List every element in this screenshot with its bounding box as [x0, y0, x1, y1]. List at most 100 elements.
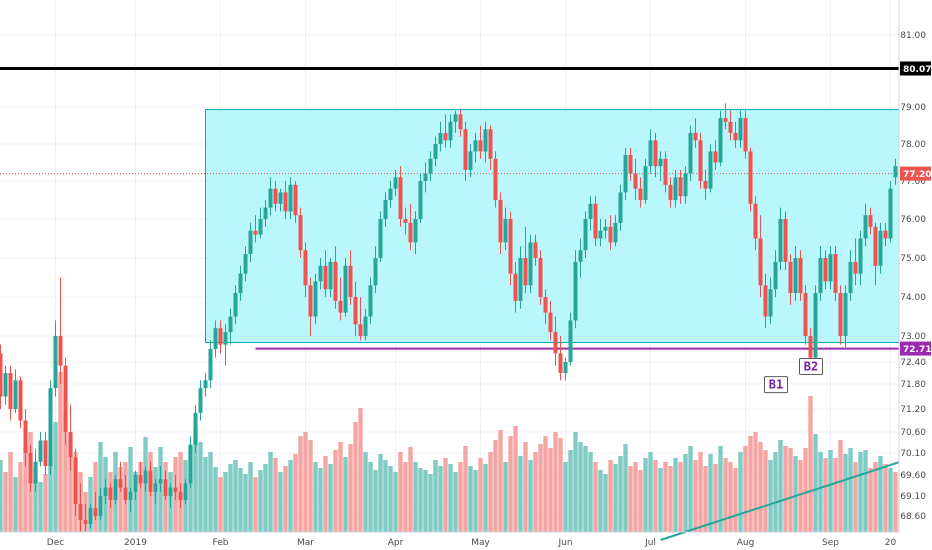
- volume-bar: [48, 457, 53, 532]
- volume-bar: [528, 460, 533, 532]
- horizontal-lines[interactable]: [0, 66, 899, 350]
- price-tag[interactable]: 72.71: [900, 341, 931, 356]
- candle: [238, 265, 243, 301]
- volume-bar: [313, 462, 318, 532]
- candle: [473, 132, 478, 163]
- candle-body: [388, 188, 393, 200]
- volume-bar: [388, 466, 393, 532]
- candle-body: [358, 324, 363, 336]
- candle-body: [648, 140, 653, 167]
- volume-bar: [793, 456, 798, 532]
- volume-bar: [593, 462, 598, 532]
- candle: [663, 151, 668, 193]
- candle: [33, 448, 38, 492]
- candle: [568, 312, 573, 366]
- volume-bar: [203, 457, 208, 532]
- candle-body: [723, 118, 728, 122]
- candle-body: [193, 412, 198, 445]
- volume-bar: [603, 474, 608, 532]
- volume-bar: [658, 468, 663, 532]
- candle-body: [163, 479, 168, 496]
- volume-bar: [478, 458, 483, 532]
- candle-body: [863, 215, 868, 239]
- trend-line[interactable]: [660, 454, 921, 541]
- candle-body: [693, 132, 698, 141]
- candle: [243, 246, 248, 282]
- candle-body: [483, 129, 488, 152]
- candle-body: [408, 222, 413, 243]
- candle: [448, 114, 453, 148]
- price-tick-label: 71.20: [900, 405, 926, 415]
- candle-body: [268, 188, 273, 208]
- candle-body: [803, 293, 808, 336]
- candle-body: [578, 250, 583, 262]
- candle-body: [458, 114, 463, 130]
- range-box-layer[interactable]: [205, 109, 900, 343]
- candle: [358, 297, 363, 341]
- price-tag[interactable]: 77.20: [900, 166, 931, 181]
- range-box[interactable]: [205, 109, 900, 343]
- candle: [883, 222, 888, 247]
- candle-body: [703, 181, 708, 189]
- candle-body: [353, 297, 358, 325]
- candle-body: [823, 258, 828, 282]
- candle: [298, 207, 303, 258]
- time-axis[interactable]: Dec 2019 Feb Mar Apr May Jun Jul Aug Sep 20: [0, 531, 899, 548]
- volume-bar: [13, 477, 18, 532]
- candle-body: [628, 155, 633, 174]
- trend-line-layer[interactable]: [660, 454, 921, 541]
- candle-body: [133, 475, 138, 492]
- candle: [388, 181, 393, 208]
- candle-body: [738, 118, 743, 141]
- volume-bar: [198, 442, 203, 532]
- candle: [838, 285, 843, 345]
- candle: [233, 285, 238, 325]
- candle: [8, 365, 13, 421]
- candle-body: [228, 316, 233, 333]
- candle-body: [423, 173, 428, 181]
- candle: [453, 110, 458, 133]
- volume-bar: [868, 468, 873, 532]
- candle-body: [533, 242, 538, 258]
- candle: [118, 461, 123, 492]
- candle: [373, 246, 378, 294]
- candle: [643, 158, 648, 204]
- price-axis[interactable]: 81.00 79.00 78.00 77.00 76.00 75.00 74.00 73.00…: [898, 0, 932, 550]
- candle: [63, 357, 68, 445]
- volume-bar: [728, 462, 733, 532]
- candle-body: [773, 261, 778, 290]
- volume-bar: [258, 470, 263, 532]
- candle-body: [188, 444, 193, 484]
- candle-body: [173, 487, 178, 492]
- price-tag[interactable]: 80.07: [900, 61, 931, 76]
- candle: [88, 504, 93, 528]
- candle: [828, 246, 833, 290]
- candle: [633, 158, 638, 200]
- candle: [138, 461, 143, 488]
- volume-bar: [883, 464, 888, 532]
- candle: [553, 316, 558, 366]
- candle-body: [13, 380, 18, 409]
- candle: [638, 177, 643, 208]
- volume-bar: [223, 472, 228, 532]
- candle-body: [498, 200, 503, 243]
- candle: [648, 129, 653, 174]
- time-tick-label: Dec: [47, 538, 64, 548]
- volume-bar: [653, 460, 658, 532]
- candle-body: [3, 373, 8, 397]
- price-tick-label: 78.00: [900, 140, 926, 150]
- candle: [148, 461, 153, 496]
- candle: [73, 448, 78, 516]
- volume-bar: [193, 427, 198, 532]
- candle: [433, 136, 438, 167]
- candle: [83, 504, 88, 532]
- candle-body: [8, 373, 13, 409]
- candle-body: [668, 184, 673, 200]
- candle: [318, 258, 323, 290]
- volume-bar: [373, 470, 378, 532]
- candle: [518, 246, 523, 309]
- candle: [728, 110, 733, 141]
- candle: [403, 207, 408, 235]
